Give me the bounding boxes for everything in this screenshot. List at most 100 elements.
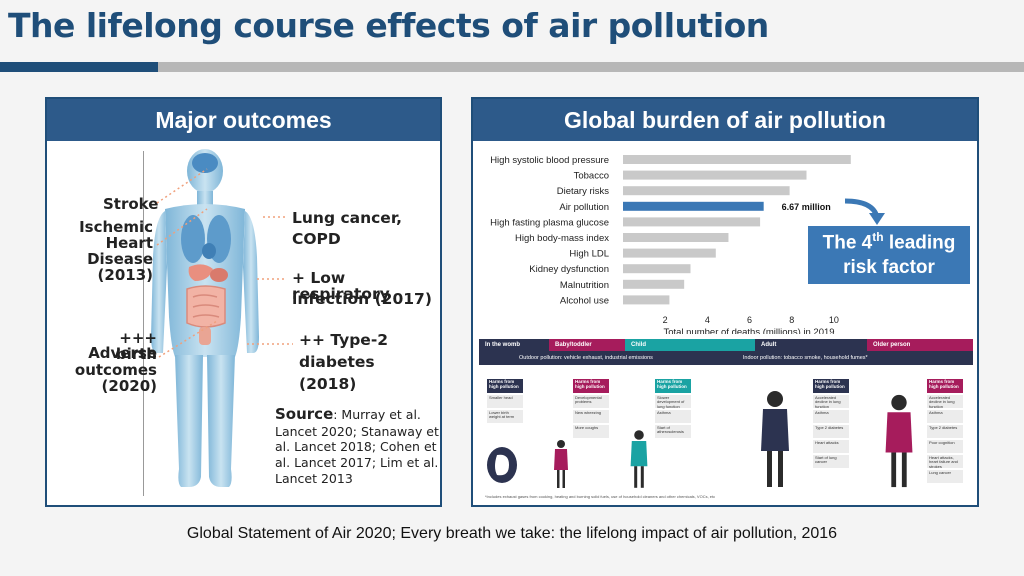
category-label: Tobacco	[574, 171, 609, 182]
life-stage-label: In the womb	[479, 339, 549, 351]
harms-heading: Harms from high pollution	[487, 379, 523, 393]
arrow-icon	[844, 198, 885, 225]
bar	[623, 217, 761, 227]
source-text: : Murray et al. Lancet 2020; Stanaway et…	[275, 407, 439, 486]
global-burden-header: Global burden of air pollution	[473, 99, 977, 141]
diabetes-label-line1: ++ Type-2	[299, 331, 389, 349]
respiratory-label-line1: + Low respiratory	[292, 269, 390, 303]
harms-heading: Harms from high pollution	[573, 379, 609, 393]
category-label: High body-mass index	[515, 233, 609, 244]
bar	[623, 248, 716, 258]
risk-factor-bar-chart: High systolic blood pressure Tobacco Dieta…	[490, 155, 851, 334]
harms-column: Harms from high pollution Smaller head Low…	[487, 379, 523, 423]
adult-figure-icon	[761, 391, 789, 487]
birth-label-line3: outcomes	[74, 361, 157, 379]
child-figure-icon	[630, 430, 648, 488]
life-stage-label: Baby/toddler	[549, 339, 625, 351]
category-label: Malnutrition	[560, 280, 609, 291]
harms-heading: Harms from high pollution	[813, 379, 849, 393]
harms-heading: Harms from high pollution	[927, 379, 963, 393]
major-outcomes-panel: Major outcomes	[45, 97, 442, 507]
harm-item: Developmental problems	[573, 395, 609, 408]
title-underline	[158, 62, 1024, 72]
connector-lines	[156, 168, 293, 358]
harm-item: New wheezing	[573, 410, 609, 423]
category-label: Alcohol use	[560, 295, 609, 306]
title-underline-accent	[0, 62, 158, 72]
birth-label-line1: +++ Adverse	[88, 329, 157, 362]
fetus-icon	[487, 447, 517, 483]
life-stage-label: Adult	[755, 339, 867, 351]
stroke-label: Stroke	[103, 195, 159, 213]
bar	[623, 295, 670, 305]
category-label: Dietary risks	[557, 186, 610, 197]
respiratory-label-line2: infection (2017)	[292, 290, 432, 308]
birth-label-line2: birth	[115, 345, 157, 363]
source-citation: Source: Murray et al. Lancet 2020; Stana…	[275, 405, 441, 486]
fourth-risk-factor-callout: The 4th leading risk factor	[808, 226, 970, 284]
harm-item: Accelerated decline in lung function	[813, 395, 849, 408]
harm-item: Start of lung cancer	[813, 455, 849, 468]
harms-heading: Harms from high pollution	[655, 379, 691, 393]
x-tick-label: 6	[747, 315, 752, 325]
x-tick-label: 2	[663, 315, 668, 325]
harms-column: Harms from high pollution Accelerated dec…	[927, 379, 963, 483]
x-tick-label: 8	[789, 315, 794, 325]
brain-icon	[192, 153, 218, 173]
diabetes-label-line2: diabetes	[299, 353, 375, 371]
category-label: Air pollution	[559, 202, 609, 213]
harms-column: Harms from high pollution Accelerated dec…	[813, 379, 849, 468]
harm-item: Start of atherosclerosis	[655, 425, 691, 438]
harm-item: Accelerated decline in lung function	[927, 395, 963, 408]
harms-column: Harms from high pollution Developmental p…	[573, 379, 609, 438]
harms-column: Harms from high pollution Slower developm…	[655, 379, 691, 438]
harm-item: Heart attacks	[813, 440, 849, 453]
bar	[623, 170, 807, 180]
slide-title: The lifelong course effects of air pollu…	[8, 6, 769, 45]
bar	[623, 233, 729, 242]
category-label: High systolic blood pressure	[490, 155, 609, 166]
x-axis-label: Total number of deaths (millions) in 201…	[663, 327, 834, 334]
harm-item: Asthma	[813, 410, 849, 423]
harm-item: Slower development of lung function	[655, 395, 691, 408]
harm-item: Type 2 diabetes	[813, 425, 849, 438]
older-person-figure-icon	[885, 394, 913, 488]
harm-item: More coughs	[573, 425, 609, 438]
indoor-pollution-label: Indoor pollution: tobacco smoke, househo…	[742, 355, 868, 361]
category-label: Kidney dysfunction	[529, 264, 609, 275]
callout-sup: th	[872, 230, 884, 244]
source-heading: Source	[275, 405, 334, 423]
bar	[623, 201, 764, 211]
bar	[623, 155, 851, 164]
harm-item: Asthma	[655, 410, 691, 423]
harm-item: Asthma	[927, 410, 963, 423]
lifelong-infographic: In the womb Baby/toddler Child Adult Older p…	[479, 339, 973, 501]
life-stage-label: Child	[625, 339, 755, 351]
harm-item: Heart attacks, heart failure and strokes	[927, 455, 963, 468]
exposure-bar: Outdoor pollution: vehicle exhaust, indu…	[479, 351, 973, 365]
divider-line	[143, 151, 144, 496]
category-label: High fasting plasma glucose	[490, 217, 609, 228]
infographic-footnote: *Includes exhaust gases from cooking, he…	[485, 494, 716, 499]
bar	[623, 279, 685, 289]
callout-text-post: leading risk factor	[843, 232, 956, 279]
bar-value-label: 6.67 million	[782, 202, 831, 212]
outdoor-pollution-label: Outdoor pollution: vehicle exhaust, indu…	[519, 355, 653, 361]
bar	[623, 186, 790, 196]
callout-text-pre: The 4	[822, 232, 873, 254]
harm-item: Type 2 diabetes	[927, 425, 963, 438]
category-label: High LDL	[569, 249, 609, 260]
harm-item: Lower birth weight at term	[487, 410, 523, 423]
copd-label: COPD	[292, 230, 341, 248]
life-stage-label: Older person	[867, 339, 973, 351]
major-outcomes-header: Major outcomes	[47, 99, 440, 141]
harm-item: Lung cancer	[927, 470, 963, 483]
bar	[623, 264, 691, 274]
human-body-illustration	[151, 149, 259, 487]
diabetes-label-line3: (2018)	[299, 375, 357, 393]
global-burden-panel: Global burden of air pollution High syst…	[471, 97, 979, 507]
ihd-label-line1: Ischemic	[79, 218, 153, 236]
toddler-figure-icon	[554, 440, 568, 488]
x-tick-label: 10	[829, 315, 839, 325]
